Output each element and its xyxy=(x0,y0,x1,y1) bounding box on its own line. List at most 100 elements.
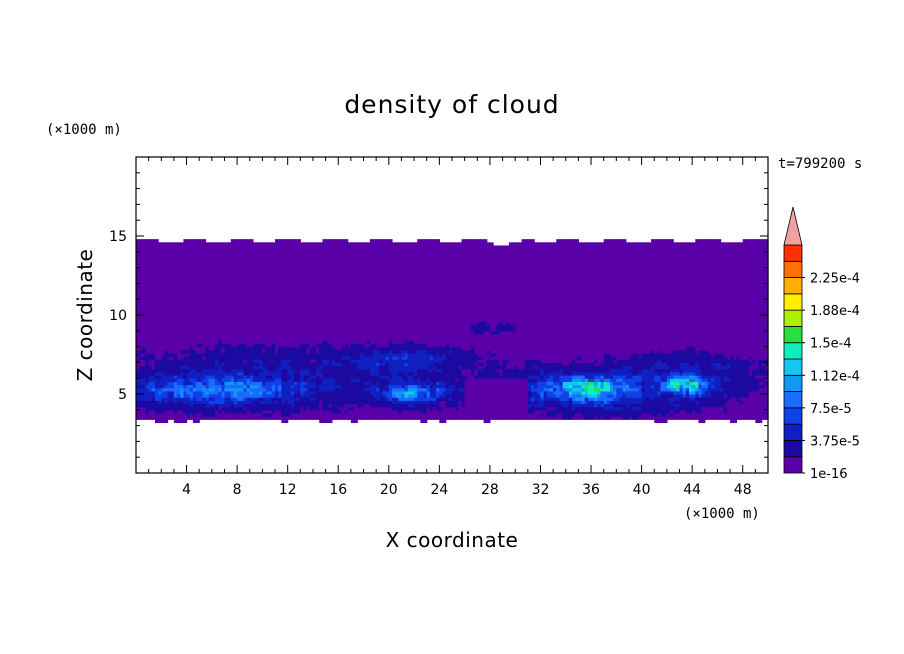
density-cell xyxy=(233,346,238,351)
density-cell xyxy=(142,346,147,351)
density-cell xyxy=(154,245,159,250)
density-cell xyxy=(154,349,159,354)
density-cell xyxy=(148,384,153,389)
density-cell xyxy=(183,416,188,420)
density-cell xyxy=(199,394,203,398)
density-cell xyxy=(183,299,188,303)
density-cell xyxy=(224,337,229,341)
density-cell xyxy=(186,289,191,294)
density-cell xyxy=(148,254,153,259)
density-cell xyxy=(202,384,207,389)
density-cell xyxy=(211,384,216,389)
density-cell xyxy=(183,308,188,313)
density-cell xyxy=(136,254,140,259)
density-cell xyxy=(218,308,222,313)
density-cell xyxy=(202,337,207,341)
density-cell xyxy=(154,390,159,395)
density-cell xyxy=(215,346,219,351)
density-cell xyxy=(145,371,150,376)
density-cell xyxy=(142,267,147,272)
density-cell xyxy=(167,333,172,338)
density-cell xyxy=(192,286,197,291)
density-cell xyxy=(164,315,169,319)
density-cell xyxy=(180,362,184,367)
density-cell xyxy=(151,254,156,259)
density-cell xyxy=(205,302,210,307)
density-cell xyxy=(136,406,140,411)
density-cell xyxy=(180,254,184,259)
density-cell xyxy=(154,286,159,291)
density-cell xyxy=(151,327,156,332)
density-cell xyxy=(205,292,210,297)
density-cell xyxy=(230,267,235,272)
density-cell xyxy=(186,343,191,348)
density-cell xyxy=(196,330,200,335)
density-cell xyxy=(136,343,140,348)
density-cell xyxy=(202,264,207,269)
density-cell xyxy=(139,337,143,341)
density-cell xyxy=(189,270,194,275)
density-cell xyxy=(233,359,238,363)
density-cell xyxy=(142,381,147,386)
density-cell xyxy=(145,412,150,417)
density-cell xyxy=(151,296,156,300)
density-cell xyxy=(196,400,200,405)
density-cell xyxy=(158,416,162,420)
density-cell xyxy=(221,384,226,389)
density-cell xyxy=(158,273,162,278)
density-cell xyxy=(145,365,150,370)
density-cell xyxy=(158,375,162,379)
density-cell xyxy=(151,267,156,272)
density-cell xyxy=(139,239,143,243)
density-cell xyxy=(183,318,188,322)
density-cell xyxy=(142,365,147,370)
density-cell xyxy=(218,359,222,363)
density-cell xyxy=(233,381,238,386)
density-cell xyxy=(148,330,153,335)
density-cell xyxy=(202,261,207,266)
density-cell xyxy=(215,337,219,341)
density-cell xyxy=(154,258,159,262)
density-cell xyxy=(224,365,229,370)
density-cell xyxy=(161,242,166,247)
density-cell xyxy=(199,318,203,322)
density-cell xyxy=(230,318,235,322)
density-cell xyxy=(161,356,166,360)
density-cell xyxy=(167,359,172,363)
density-cell xyxy=(183,333,188,338)
density-cell xyxy=(218,352,222,357)
density-cell xyxy=(167,302,172,307)
density-cell xyxy=(230,242,235,247)
density-cell xyxy=(192,359,197,363)
density-cell xyxy=(180,412,184,417)
density-cell xyxy=(154,254,159,259)
density-cell xyxy=(186,346,191,351)
density-cell xyxy=(199,258,203,262)
density-cell xyxy=(154,359,159,363)
density-cell xyxy=(158,378,162,382)
density-cell xyxy=(161,273,166,278)
density-cell xyxy=(202,321,207,326)
density-cell xyxy=(205,375,210,379)
density-cell xyxy=(167,277,172,281)
density-cell xyxy=(224,270,229,275)
density-cell xyxy=(145,242,150,247)
density-cell xyxy=(151,245,156,250)
density-cell xyxy=(189,292,194,297)
density-cell xyxy=(224,308,229,313)
density-cell xyxy=(215,409,219,414)
density-cell xyxy=(139,248,143,253)
density-cell xyxy=(183,349,188,354)
density-cell xyxy=(145,409,150,414)
density-cell xyxy=(215,343,219,348)
density-cell xyxy=(164,318,169,322)
density-cell xyxy=(215,311,219,316)
density-cell xyxy=(196,311,200,316)
density-cell xyxy=(170,261,175,266)
density-cell xyxy=(230,277,235,281)
density-cell xyxy=(148,270,153,275)
density-cell xyxy=(189,318,194,322)
density-cell xyxy=(199,365,203,370)
density-cell xyxy=(177,333,181,338)
density-cell xyxy=(145,261,150,266)
